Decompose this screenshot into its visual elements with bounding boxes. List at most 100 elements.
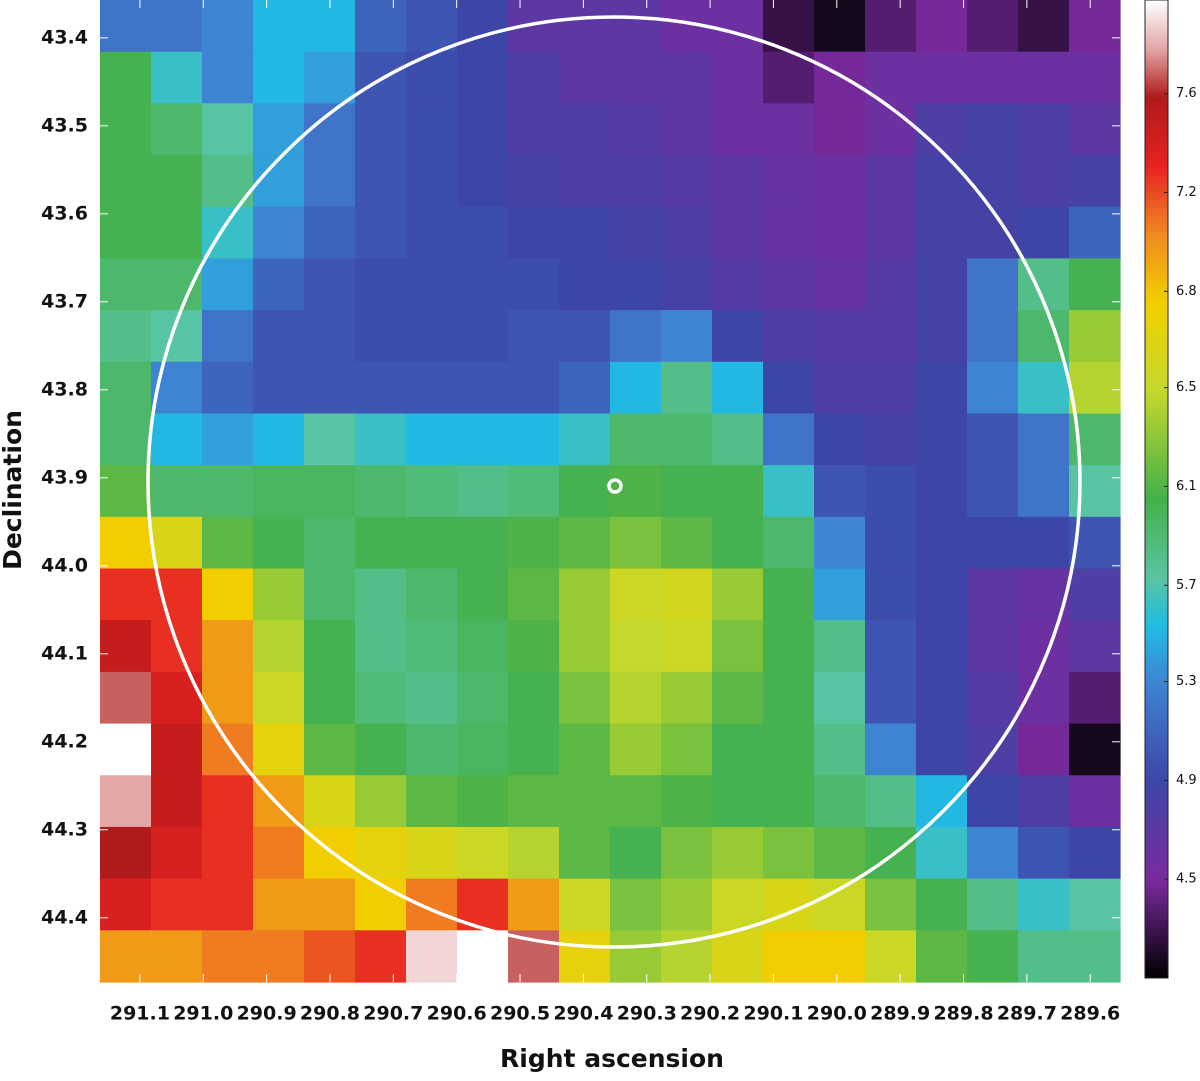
cell <box>559 568 611 621</box>
cell <box>559 206 611 260</box>
cell <box>967 878 1019 931</box>
cell <box>661 620 713 673</box>
cell <box>253 826 305 880</box>
y-tick-label: 44.4 <box>41 906 88 928</box>
cell <box>916 51 968 104</box>
cell <box>100 465 152 518</box>
cell <box>712 465 764 518</box>
cell <box>202 465 254 518</box>
cell <box>304 51 356 104</box>
y-axis-title: Declination <box>0 410 27 570</box>
cell <box>1018 206 1070 260</box>
cell <box>355 413 407 466</box>
cell <box>661 775 713 828</box>
cell <box>814 878 866 931</box>
cell <box>202 775 254 828</box>
cell <box>559 361 611 415</box>
cell <box>967 155 1019 208</box>
cell <box>865 413 917 466</box>
cell <box>508 620 560 673</box>
y-tick-label: 44.0 <box>41 554 88 576</box>
cell <box>865 723 917 776</box>
cell <box>865 310 917 363</box>
cell <box>457 465 509 518</box>
cell <box>253 413 305 466</box>
cell <box>457 155 509 208</box>
cell <box>304 155 356 208</box>
cell <box>763 310 815 363</box>
cell <box>151 671 203 725</box>
cell <box>1069 361 1121 415</box>
y-tick-label: 44.3 <box>41 818 88 840</box>
cell <box>967 413 1019 466</box>
cell <box>253 671 305 725</box>
cell <box>406 0 458 53</box>
cell <box>559 516 611 570</box>
cell <box>508 723 560 776</box>
cell <box>406 878 458 931</box>
cell <box>1069 206 1121 260</box>
cell <box>865 775 917 828</box>
cell <box>814 723 866 776</box>
cell <box>559 0 611 53</box>
cell <box>100 51 152 104</box>
cell <box>304 620 356 673</box>
y-tick-label: 43.7 <box>41 290 88 312</box>
cell <box>406 310 458 363</box>
cell <box>1018 103 1070 156</box>
cell <box>916 723 968 776</box>
cell <box>763 723 815 776</box>
cell <box>712 620 764 673</box>
cell <box>559 103 611 156</box>
cell <box>508 155 560 208</box>
cell <box>559 51 611 104</box>
cell <box>916 258 968 311</box>
cell <box>916 413 968 466</box>
cell <box>610 361 662 415</box>
cell <box>814 930 866 983</box>
cell <box>406 413 458 466</box>
cell <box>508 775 560 828</box>
cell <box>661 310 713 363</box>
cell <box>967 361 1019 415</box>
cell <box>355 930 407 983</box>
cell <box>559 826 611 880</box>
cell <box>967 258 1019 311</box>
cell <box>865 155 917 208</box>
cell <box>712 258 764 311</box>
cell <box>814 258 866 311</box>
cell <box>610 516 662 570</box>
cell <box>967 723 1019 776</box>
cell <box>763 413 815 466</box>
cell <box>253 103 305 156</box>
cell <box>610 775 662 828</box>
cell <box>712 516 764 570</box>
cell <box>559 155 611 208</box>
cell <box>814 465 866 518</box>
cell <box>1018 775 1070 828</box>
cell <box>1018 826 1070 880</box>
cell <box>151 155 203 208</box>
cell <box>967 206 1019 260</box>
cell <box>559 620 611 673</box>
cell <box>253 258 305 311</box>
cell <box>100 775 152 828</box>
cell <box>610 206 662 260</box>
cell <box>763 516 815 570</box>
x-tick-label: 290.1 <box>743 1003 803 1025</box>
cell <box>253 51 305 104</box>
cell <box>763 930 815 983</box>
cell <box>508 465 560 518</box>
cell <box>610 568 662 621</box>
cell <box>508 206 560 260</box>
cell <box>1069 103 1121 156</box>
cell <box>253 723 305 776</box>
cell <box>355 361 407 415</box>
cell <box>253 206 305 260</box>
cell <box>355 155 407 208</box>
cell <box>916 930 968 983</box>
cell <box>763 206 815 260</box>
cell <box>457 568 509 621</box>
cell <box>814 0 866 53</box>
cell <box>508 671 560 725</box>
